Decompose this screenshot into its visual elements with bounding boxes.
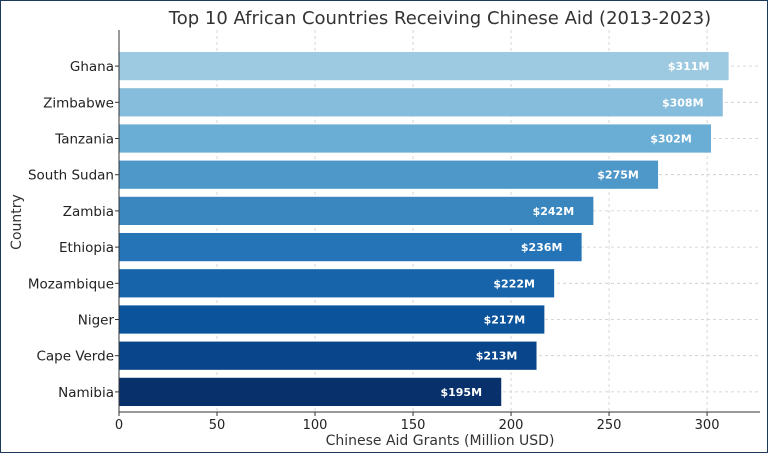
axes — [118, 30, 760, 413]
y-tick-label: Cape Verde — [36, 349, 114, 365]
bar — [119, 51, 729, 81]
bar-value-label: $311M — [668, 60, 710, 73]
y-tick-label: Ethiopia — [59, 240, 114, 256]
y-tick-label: Ghana — [70, 59, 114, 75]
x-tick-label: 100 — [303, 418, 328, 433]
bar — [119, 196, 594, 226]
y-tick-label: Tanzania — [54, 132, 114, 148]
bar-value-label: $275M — [597, 169, 639, 182]
bar — [119, 341, 537, 370]
x-tick-label: 200 — [499, 418, 524, 433]
bar — [119, 124, 711, 153]
bar — [119, 88, 723, 117]
x-tick-label: 250 — [597, 418, 622, 433]
bar-value-label: $236M — [521, 241, 563, 254]
y-axis-label: Country — [9, 194, 25, 250]
bar-value-label: $242M — [533, 205, 575, 218]
bar — [119, 305, 545, 334]
bar — [119, 160, 659, 189]
y-tick-label: South Sudan — [28, 168, 114, 184]
y-tick-label: Zimbabwe — [43, 95, 114, 111]
x-tick-label: 300 — [695, 418, 720, 433]
y-tick-label: Namibia — [58, 385, 114, 401]
y-tick-labels: Ghana Zimbabwe Tanzania South Sudan Zambia Et… — [28, 59, 119, 401]
bar-value-label: $222M — [493, 277, 535, 290]
bar-value-label: $302M — [650, 133, 692, 146]
bar-value-label: $308M — [662, 96, 704, 109]
x-axis-label: Chinese Aid Grants (Million USD) — [326, 433, 555, 449]
bar-value-labels: $311M $308M $302M $275M $242M $236M $222M $217M… — [440, 60, 709, 399]
bar-value-label: $213M — [476, 350, 518, 363]
y-tick-label: Niger — [78, 313, 115, 329]
bar-value-label: $217M — [484, 314, 526, 327]
x-tick-labels: 0 50 100 150 200 250 300 — [115, 412, 720, 433]
bar-value-label: $195M — [440, 386, 482, 399]
x-tick-label: 0 — [115, 418, 123, 433]
bar — [119, 232, 582, 262]
y-tick-label: Mozambique — [28, 276, 114, 292]
bar — [119, 269, 555, 298]
x-tick-label: 50 — [209, 418, 226, 433]
x-tick-label: 150 — [401, 418, 426, 433]
y-tick-label: Zambia — [63, 204, 114, 220]
bars — [119, 51, 729, 407]
bar — [119, 377, 502, 407]
chart-title: Top 10 African Countries Receiving Chine… — [168, 8, 711, 29]
